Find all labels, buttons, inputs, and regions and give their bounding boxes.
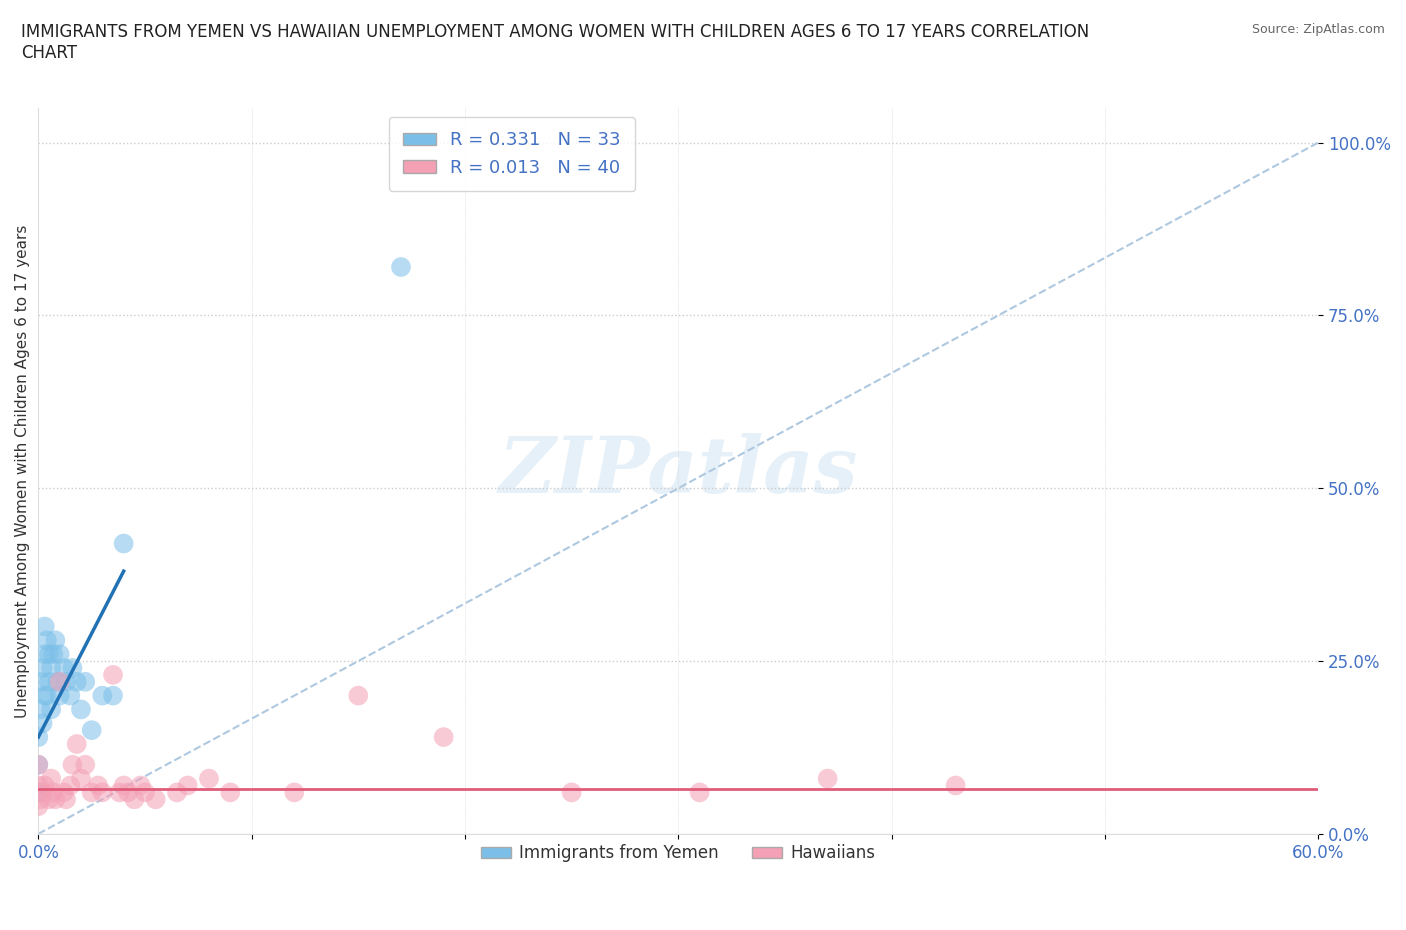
- Point: [80, 785, 103, 800]
- Legend: Immigrants from Yemen, Hawaiians: Immigrants from Yemen, Hawaiians: [474, 838, 883, 870]
- Point: [75, 674, 97, 689]
- Point: [75, 757, 97, 772]
- Point: [219, 785, 242, 800]
- Point: [44, 632, 66, 647]
- Point: [52, 785, 75, 800]
- Point: [27, 799, 49, 814]
- Point: [108, 785, 131, 800]
- Point: [31, 785, 53, 800]
- Point: [91, 688, 114, 703]
- Point: [42, 646, 65, 661]
- Point: [70, 771, 93, 786]
- Point: [945, 778, 967, 793]
- Point: [59, 778, 82, 793]
- Point: [55, 674, 77, 689]
- Point: [176, 778, 198, 793]
- Point: [30, 674, 52, 689]
- Point: [38, 646, 60, 661]
- Point: [433, 730, 456, 745]
- Point: [817, 771, 839, 786]
- Point: [34, 619, 56, 634]
- Point: [48, 688, 70, 703]
- Point: [34, 778, 56, 793]
- Point: [129, 778, 152, 793]
- Point: [198, 771, 221, 786]
- Point: [35, 632, 58, 647]
- Point: [46, 674, 69, 689]
- Point: [39, 660, 62, 675]
- Point: [39, 702, 62, 717]
- Point: [34, 688, 56, 703]
- Point: [561, 785, 583, 800]
- Point: [91, 785, 114, 800]
- Text: ZIPatlas: ZIPatlas: [499, 432, 858, 510]
- Point: [166, 785, 188, 800]
- Point: [31, 660, 53, 675]
- Point: [145, 791, 167, 806]
- Point: [30, 791, 52, 806]
- Point: [38, 674, 60, 689]
- Point: [52, 660, 75, 675]
- Point: [62, 757, 84, 772]
- Point: [66, 737, 89, 751]
- Point: [347, 688, 370, 703]
- Text: IMMIGRANTS FROM YEMEN VS HAWAIIAN UNEMPLOYMENT AMONG WOMEN WITH CHILDREN AGES 6 : IMMIGRANTS FROM YEMEN VS HAWAIIAN UNEMPL…: [21, 23, 1090, 62]
- Point: [39, 771, 62, 786]
- Point: [134, 785, 156, 800]
- Point: [101, 668, 124, 683]
- Point: [87, 778, 110, 793]
- Point: [27, 778, 49, 793]
- Point: [389, 259, 412, 274]
- Point: [34, 646, 56, 661]
- Point: [124, 791, 146, 806]
- Point: [27, 730, 49, 745]
- Point: [283, 785, 305, 800]
- Point: [59, 688, 82, 703]
- Point: [48, 674, 70, 689]
- Point: [44, 791, 66, 806]
- Point: [66, 674, 89, 689]
- Y-axis label: Unemployment Among Women with Children Ages 6 to 17 years: Unemployment Among Women with Children A…: [15, 224, 30, 718]
- Point: [112, 778, 135, 793]
- Point: [30, 702, 52, 717]
- Point: [112, 536, 135, 551]
- Point: [35, 688, 58, 703]
- Point: [117, 785, 139, 800]
- Point: [55, 791, 77, 806]
- Point: [80, 723, 103, 737]
- Point: [27, 757, 49, 772]
- Point: [38, 791, 60, 806]
- Text: Source: ZipAtlas.com: Source: ZipAtlas.com: [1251, 23, 1385, 36]
- Point: [689, 785, 711, 800]
- Point: [27, 785, 49, 800]
- Point: [42, 785, 65, 800]
- Point: [101, 688, 124, 703]
- Point: [27, 757, 49, 772]
- Point: [48, 646, 70, 661]
- Point: [62, 660, 84, 675]
- Point: [70, 702, 93, 717]
- Point: [31, 716, 53, 731]
